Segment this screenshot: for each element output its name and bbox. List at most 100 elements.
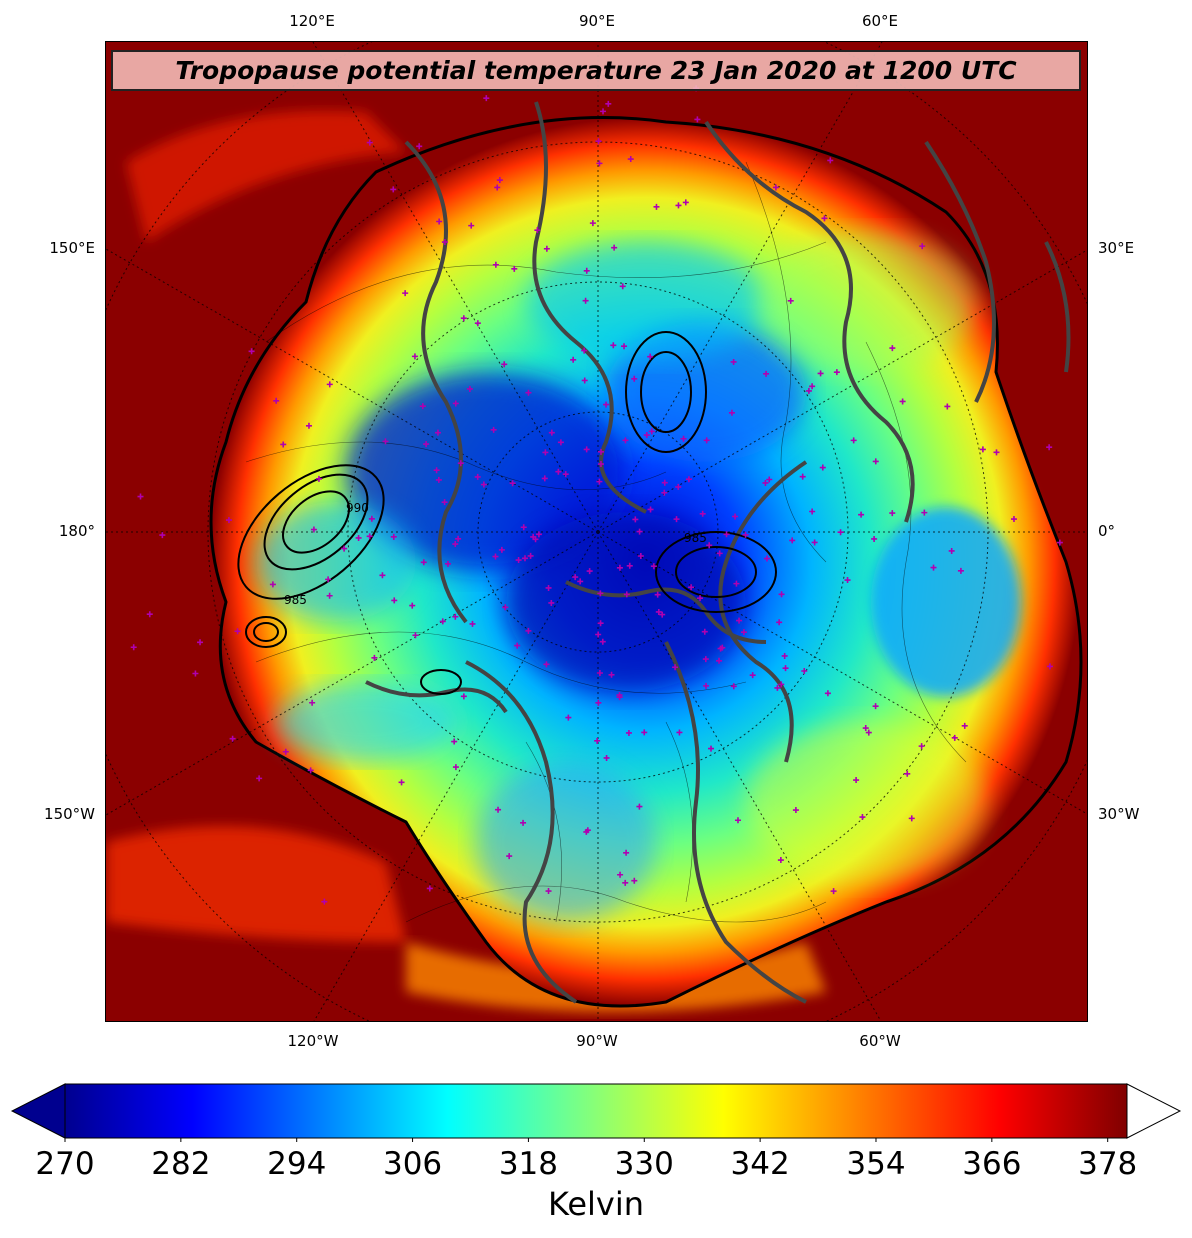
station-marker xyxy=(948,547,955,554)
station-marker xyxy=(701,628,708,635)
station-marker xyxy=(305,422,312,429)
station-marker xyxy=(565,714,572,721)
station-marker xyxy=(616,564,623,571)
station-marker xyxy=(391,597,398,604)
station-marker xyxy=(269,581,276,588)
station-marker xyxy=(581,377,588,384)
station-marker xyxy=(611,244,618,251)
cold-trough xyxy=(476,762,656,922)
station-marker xyxy=(555,468,562,475)
station-marker xyxy=(355,534,362,541)
station-marker xyxy=(993,449,1000,456)
station-marker xyxy=(766,476,773,483)
station-marker xyxy=(837,529,844,536)
station-marker xyxy=(597,448,604,455)
colorbar-tick-label: 306 xyxy=(382,1146,443,1182)
station-marker xyxy=(548,429,555,436)
station-marker xyxy=(434,429,441,436)
station-marker xyxy=(742,531,749,538)
station-marker xyxy=(853,777,860,784)
station-marker xyxy=(799,473,806,480)
station-marker xyxy=(545,584,552,591)
station-marker xyxy=(961,722,968,729)
station-marker xyxy=(661,479,668,486)
station-marker xyxy=(535,531,542,538)
station-marker xyxy=(498,546,505,553)
station-marker xyxy=(625,729,632,736)
station-marker xyxy=(256,775,263,782)
station-marker xyxy=(595,138,602,145)
station-marker xyxy=(492,261,499,268)
lon-label-top-90e: 90°E xyxy=(578,12,616,30)
station-marker xyxy=(608,671,615,678)
station-marker xyxy=(777,857,784,864)
lon-label-bottom-120w: 120°W xyxy=(287,1032,339,1050)
station-marker xyxy=(321,898,328,905)
station-marker xyxy=(809,508,816,515)
station-marker xyxy=(827,157,834,164)
station-marker xyxy=(326,592,333,599)
station-marker xyxy=(599,638,606,645)
station-marker xyxy=(703,437,710,444)
station-marker xyxy=(368,515,375,522)
station-marker xyxy=(610,342,617,349)
pressure-contour-labels: 985 985 990 xyxy=(284,501,707,607)
station-marker xyxy=(830,888,837,895)
station-marker xyxy=(763,555,770,562)
station-marker xyxy=(636,803,643,810)
colorbar-tick-label: 354 xyxy=(846,1146,906,1182)
station-marker xyxy=(706,542,713,549)
station-marker xyxy=(315,475,322,482)
station-marker xyxy=(581,347,588,354)
station-marker xyxy=(248,348,255,355)
station-marker xyxy=(623,849,630,856)
station-marker xyxy=(452,613,459,620)
station-marker xyxy=(452,764,459,771)
lon-label-bottom-90w: 90°W xyxy=(576,1032,618,1050)
station-marker xyxy=(904,770,911,777)
station-marker xyxy=(506,853,513,860)
station-marker xyxy=(452,400,459,407)
station-marker xyxy=(307,767,314,774)
station-marker xyxy=(617,871,624,878)
cold-pool xyxy=(871,507,1021,697)
station-marker xyxy=(1010,516,1017,523)
station-marker xyxy=(703,682,710,689)
station-marker xyxy=(833,369,840,376)
station-marker xyxy=(809,383,816,390)
station-marker xyxy=(872,703,879,710)
map-panel: 985 985 990 xyxy=(105,41,1088,1022)
station-marker xyxy=(778,681,785,688)
station-marker xyxy=(817,370,824,377)
station-marker xyxy=(619,283,626,290)
station-marker xyxy=(631,375,638,382)
station-marker xyxy=(589,220,596,227)
station-marker xyxy=(762,479,769,486)
station-marker xyxy=(865,729,872,736)
station-marker xyxy=(622,437,629,444)
station-marker xyxy=(521,555,528,562)
station-marker xyxy=(597,461,604,468)
station-marker xyxy=(570,356,577,363)
station-marker xyxy=(694,116,701,123)
station-marker xyxy=(782,665,789,672)
station-marker xyxy=(603,401,610,408)
station-marker xyxy=(636,528,643,535)
station-marker xyxy=(647,506,654,513)
station-marker xyxy=(680,435,687,442)
station-marker xyxy=(501,361,508,368)
station-marker xyxy=(548,599,555,606)
station-marker xyxy=(197,639,204,646)
station-marker xyxy=(525,389,532,396)
station-marker xyxy=(525,627,532,634)
station-marker xyxy=(675,483,682,490)
station-marker xyxy=(716,657,723,664)
station-marker xyxy=(596,669,603,676)
station-marker xyxy=(717,645,724,652)
station-marker xyxy=(495,806,502,813)
station-marker xyxy=(402,290,409,297)
station-marker xyxy=(436,218,443,225)
station-marker xyxy=(541,475,548,482)
station-marker xyxy=(781,652,788,659)
station-marker xyxy=(411,353,418,360)
